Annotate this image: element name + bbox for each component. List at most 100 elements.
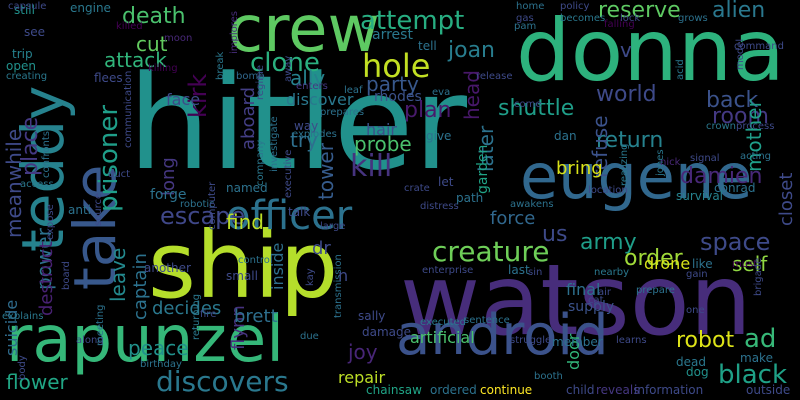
word: clone <box>250 48 320 78</box>
word: crate <box>404 183 430 194</box>
word: trip <box>12 47 33 61</box>
word: large <box>320 221 346 232</box>
word: computer <box>207 181 218 230</box>
word: alien <box>712 0 766 23</box>
word: outside <box>746 383 791 397</box>
word: confronts <box>41 131 52 178</box>
word: member <box>552 335 603 349</box>
word: cut <box>136 32 168 56</box>
word: artificial <box>410 328 475 347</box>
word: n <box>338 266 349 285</box>
word: decides <box>152 298 222 319</box>
word: watson <box>400 244 752 358</box>
word: break <box>215 51 226 80</box>
word: probe <box>354 132 412 156</box>
word: explodes <box>292 129 337 140</box>
word: communication <box>123 70 134 148</box>
word: reveals <box>596 383 640 397</box>
word: must <box>732 259 758 270</box>
word: space <box>700 228 771 256</box>
word: discover <box>286 90 354 109</box>
word: forge <box>150 187 187 203</box>
word: learns <box>616 335 647 346</box>
word: last <box>508 263 530 277</box>
word: attempt <box>360 6 465 36</box>
word: android <box>396 303 609 368</box>
word: executive <box>283 149 294 198</box>
word: killed <box>116 21 143 32</box>
word: try <box>290 128 318 152</box>
word: donna <box>516 1 785 101</box>
word: hitler <box>128 47 468 199</box>
word: robotic <box>180 199 215 210</box>
word: realizing <box>619 143 630 186</box>
word: implores <box>229 10 240 54</box>
word: creating <box>6 71 48 82</box>
word: suicide <box>2 299 21 356</box>
word: regime <box>255 64 266 100</box>
word: along <box>76 335 104 346</box>
word: give <box>426 129 452 143</box>
word: attack <box>104 48 167 72</box>
word: robot <box>676 328 735 353</box>
word: body <box>17 355 28 380</box>
word: release <box>476 71 513 82</box>
word: open <box>6 59 36 73</box>
word: brett <box>234 306 278 327</box>
word: engine <box>70 1 111 15</box>
word: destruct <box>36 241 57 316</box>
word: process <box>736 121 775 132</box>
word: survival <box>676 189 724 203</box>
word: command <box>734 41 784 52</box>
word: joan <box>448 38 495 63</box>
word: board <box>61 261 72 290</box>
word: v <box>620 38 632 62</box>
word: path <box>456 191 484 205</box>
word: find <box>226 210 264 234</box>
word: rapunzel <box>6 303 285 377</box>
word: eugene <box>520 140 753 213</box>
word: acting <box>740 151 772 162</box>
word: party <box>366 72 419 96</box>
word: enters <box>296 81 328 92</box>
word: bring <box>556 158 603 179</box>
word: duct <box>108 169 131 180</box>
word: order <box>624 246 683 271</box>
word: escape <box>160 202 246 230</box>
word: leaf <box>344 85 363 96</box>
word: signal <box>690 153 720 164</box>
word: force <box>490 208 536 229</box>
word: jones <box>655 149 666 176</box>
word: peace <box>128 336 189 360</box>
word: drone <box>644 254 691 273</box>
word: due <box>300 331 319 342</box>
word: location <box>588 185 628 196</box>
word: eva <box>432 87 451 98</box>
word: control <box>238 255 273 266</box>
word: final <box>566 280 601 299</box>
word: investigate <box>269 116 280 172</box>
word: hair <box>366 120 397 139</box>
word: return <box>596 128 664 153</box>
word: room <box>712 104 769 129</box>
word: gas <box>516 13 534 24</box>
word: supply <box>568 299 615 315</box>
word: acid <box>675 59 686 80</box>
word: access <box>20 179 54 190</box>
word: shuttle <box>498 96 575 121</box>
word: us <box>542 222 568 247</box>
word: damage <box>362 325 412 339</box>
word: officer <box>226 193 353 239</box>
word: chainsaw <box>366 383 422 397</box>
word: grows <box>678 13 708 24</box>
word: lock <box>620 13 641 24</box>
word: dr <box>312 238 331 259</box>
word: dan <box>554 129 577 143</box>
word: awakens <box>510 199 554 210</box>
word: way <box>294 119 319 133</box>
word: arrest <box>372 27 413 43</box>
word: prepare <box>636 285 675 296</box>
word: dog <box>686 365 709 379</box>
word: ad <box>744 324 777 354</box>
word: expose <box>45 204 56 240</box>
